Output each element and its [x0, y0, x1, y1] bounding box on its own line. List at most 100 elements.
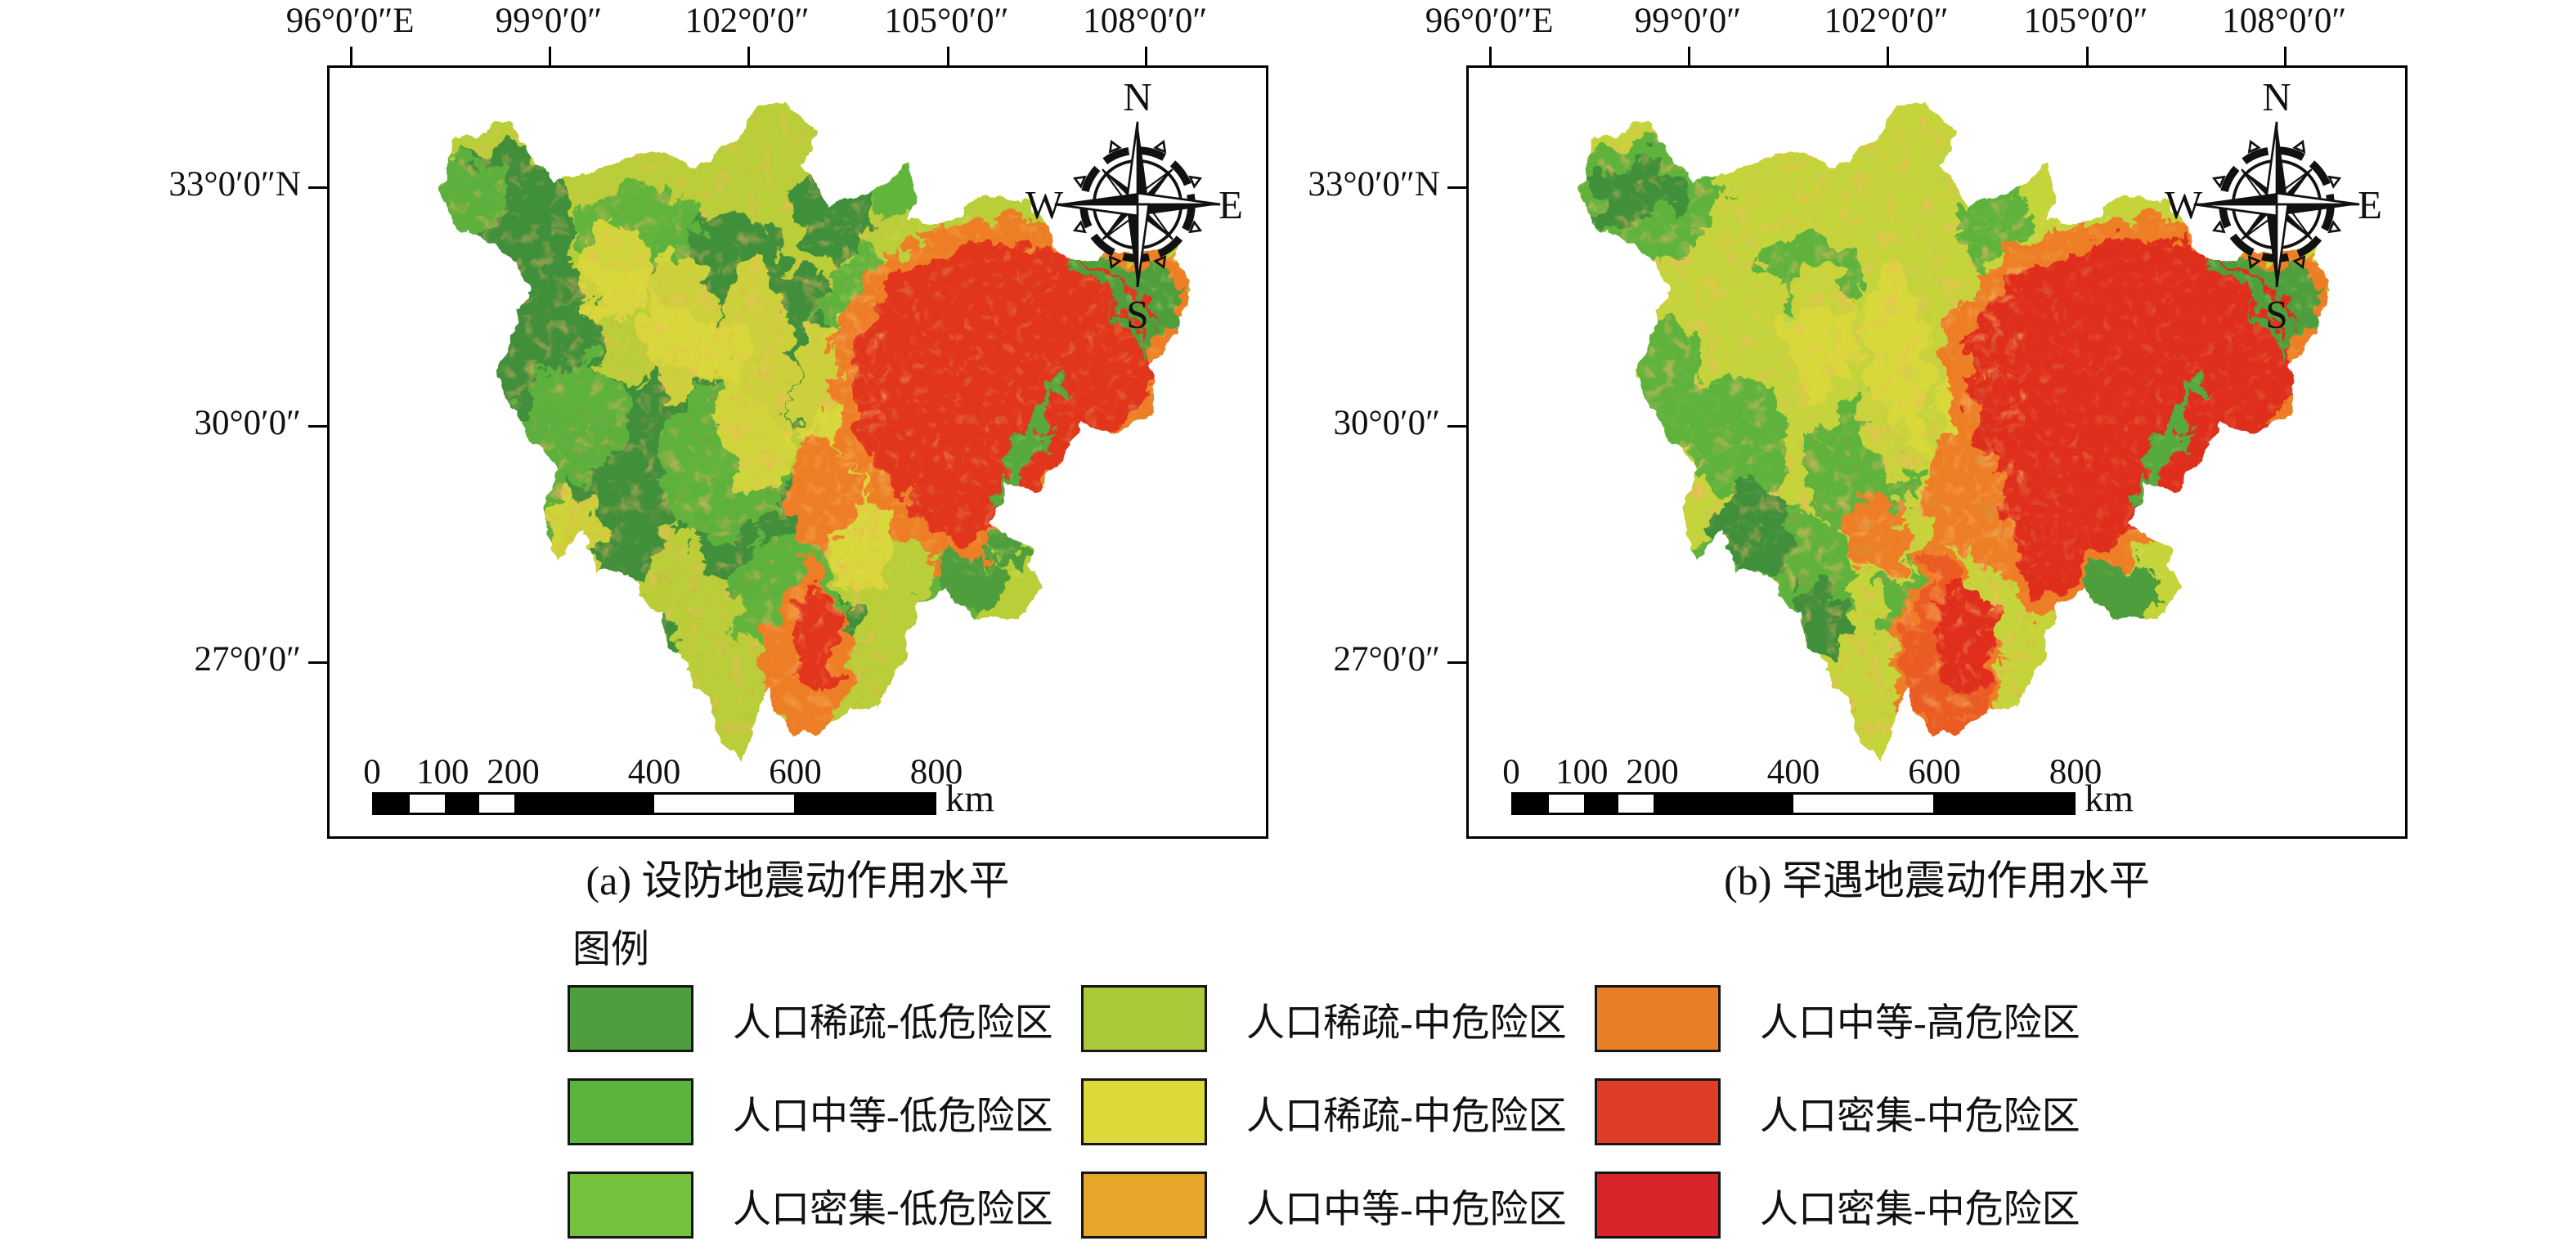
- compass-rose-icon: N S W E: [1025, 74, 1243, 337]
- map-panel-a: 96°0′0″E 99°0′0″ 102°0′0″ 105°0′0″ 108°0…: [168, 2, 1268, 903]
- y-tick: [1447, 425, 1466, 428]
- x-axis-label: 96°0′0″E: [285, 2, 415, 40]
- y-axis-label: 33°0′0″N: [168, 164, 301, 204]
- compass-north-label: N: [1123, 74, 1151, 119]
- scale-bar-labels: 0 100 200 400 600 800: [363, 750, 963, 792]
- scale-tick-label: 800: [909, 753, 963, 791]
- risk-map-a: [441, 101, 1192, 759]
- legend-item: 人口中等-高危险区: [1595, 985, 2098, 1052]
- x-axis-label: 108°0′0″: [1083, 2, 1208, 40]
- scale-tick-label: 100: [1555, 753, 1609, 791]
- y-axis-label: 27°0′0″: [194, 639, 301, 679]
- scale-tick-label: 0: [1502, 753, 1520, 791]
- panel-a-caption: (a) 设防地震动作用水平: [586, 858, 1010, 903]
- y-tick: [1447, 186, 1466, 189]
- y-tick: [1447, 661, 1466, 664]
- x-tick: [1886, 47, 1889, 65]
- speckle-green-west: [1591, 150, 2000, 558]
- scale-bar: 0 100 200 400 600 800 km: [1502, 750, 2134, 820]
- legend-item-label: 人口中等-低危险区: [733, 1095, 1053, 1138]
- scale-tick-label: 400: [627, 753, 681, 791]
- y-tick: [308, 186, 327, 189]
- x-tick: [747, 47, 750, 65]
- scale-unit-label: km: [2085, 777, 2134, 820]
- legend-title: 图例: [572, 929, 649, 971]
- x-axis-label: 105°0′0″: [2023, 2, 2148, 40]
- legend-swatch: [1081, 1172, 1207, 1239]
- compass-south-label: S: [2265, 292, 2287, 337]
- scale-bar: 0 100 200 400 600 800 km: [363, 750, 994, 820]
- x-tick: [946, 47, 949, 65]
- y-tick: [308, 661, 327, 664]
- legend-item-label: 人口稀疏-中危险区: [1246, 1001, 1567, 1045]
- compass-south-label: S: [1126, 292, 1148, 337]
- x-tick: [350, 47, 353, 65]
- legend-grid: 人口稀疏-低危险区 人口中等-低危险区 人口密集-低危险区 人口稀疏-中危险区 …: [568, 985, 2098, 1239]
- legend-item: 人口稀疏-中危险区: [1081, 985, 1585, 1052]
- x-tick: [548, 47, 551, 65]
- y-axis-label: 30°0′0″: [194, 404, 301, 443]
- scale-bar-labels: 0 100 200 400 600 800: [1502, 750, 2102, 792]
- y-axis-label: 30°0′0″: [1333, 404, 1440, 443]
- compass-rose-icon: N S W E: [2165, 74, 2382, 337]
- y-axis-label: 33°0′0″N: [1308, 164, 1440, 204]
- scale-tick-label: 100: [416, 753, 469, 791]
- x-axis-label: 96°0′0″E: [1425, 2, 1554, 40]
- legend-swatch: [1595, 1078, 1721, 1145]
- legend-swatch: [1595, 985, 1721, 1052]
- legend-swatch: [568, 1078, 693, 1145]
- legend-swatch: [568, 985, 693, 1052]
- y-axis-label: 27°0′0″: [1333, 639, 1440, 679]
- legend-swatch: [1595, 1172, 1721, 1239]
- scale-tick-label: 800: [2049, 753, 2103, 791]
- speckle-red-west: [534, 272, 886, 730]
- panel-b-caption: (b) 罕遇地震动作用水平: [1724, 858, 2150, 903]
- x-axis-label: 102°0′0″: [684, 2, 810, 40]
- x-axis-label: 105°0′0″: [884, 2, 1009, 40]
- scale-tick-label: 200: [487, 753, 540, 791]
- legend-item-label: 人口中等-中危险区: [1246, 1188, 1567, 1231]
- x-axis-label: 99°0′0″: [495, 2, 603, 40]
- legend-item-label: 人口密集-中危险区: [1760, 1095, 2080, 1138]
- map-panel-b: 96°0′0″E 99°0′0″ 102°0′0″ 105°0′0″ 108°0…: [1308, 2, 2408, 903]
- x-tick: [1687, 47, 1690, 65]
- legend-item-label: 人口中等-高危险区: [1760, 1001, 2080, 1045]
- legend-item: 人口密集-中危险区: [1595, 1078, 2098, 1145]
- legend-item-label: 人口密集-低危险区: [733, 1188, 1053, 1231]
- y-tick: [308, 425, 327, 428]
- x-tick: [1145, 47, 1148, 65]
- x-axis-label: 108°0′0″: [2222, 2, 2347, 40]
- compass-east-label: E: [1218, 182, 1243, 227]
- compass-north-label: N: [2262, 74, 2291, 119]
- scale-unit-label: km: [945, 777, 995, 820]
- legend-swatch: [1081, 985, 1207, 1052]
- legend-item-label: 人口稀疏-低危险区: [733, 1001, 1053, 1045]
- scale-tick-label: 400: [1766, 753, 1820, 791]
- x-tick: [1489, 47, 1492, 65]
- legend-item-label: 人口密集-中危险区: [1760, 1188, 2080, 1231]
- legend-item: 人口密集-低危险区: [568, 1172, 1071, 1239]
- x-tick: [2284, 47, 2287, 65]
- risk-map-b: [1580, 101, 2331, 759]
- scale-tick-label: 600: [769, 753, 822, 791]
- scale-tick-label: 600: [1908, 753, 1961, 791]
- scale-bar-segments: km: [372, 777, 994, 820]
- x-axis-label: 99°0′0″: [1634, 2, 1742, 40]
- compass-west-label: W: [1025, 182, 1064, 227]
- legend-swatch: [568, 1172, 693, 1239]
- scale-tick-label: 0: [363, 753, 381, 791]
- legend-item: 人口稀疏-中危险区: [1081, 1078, 1585, 1145]
- scale-tick-label: 200: [1626, 753, 1679, 791]
- scale-bar-segments: km: [1511, 777, 2134, 820]
- compass-east-label: E: [2358, 182, 2382, 227]
- x-axis-label: 102°0′0″: [1824, 2, 1949, 40]
- legend-item-label: 人口稀疏-中危险区: [1246, 1095, 1567, 1138]
- legend-item: 人口密集-中危险区: [1595, 1172, 2098, 1239]
- legend: 图例 人口稀疏-低危险区 人口中等-低危险区 人口密集-低危险区 人口稀疏-中危…: [568, 917, 2098, 1239]
- x-tick: [2085, 47, 2089, 65]
- legend-item: 人口中等-低危险区: [568, 1078, 1071, 1145]
- legend-item: 人口中等-中危险区: [1081, 1172, 1585, 1239]
- legend-swatch: [1081, 1078, 1207, 1145]
- compass-west-label: W: [2165, 182, 2203, 227]
